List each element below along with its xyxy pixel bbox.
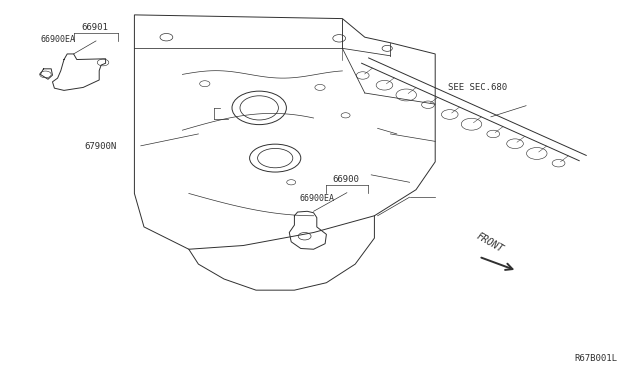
Text: 66900: 66900 [332, 175, 359, 184]
Text: FRONT: FRONT [475, 231, 506, 255]
Text: 67900N: 67900N [84, 142, 116, 151]
Text: SEE SEC.680: SEE SEC.680 [448, 83, 507, 92]
Text: 66900EA: 66900EA [40, 35, 76, 44]
Text: 66900EA: 66900EA [300, 195, 335, 203]
Text: R67B001L: R67B001L [575, 354, 618, 363]
Text: 66901: 66901 [81, 23, 108, 32]
